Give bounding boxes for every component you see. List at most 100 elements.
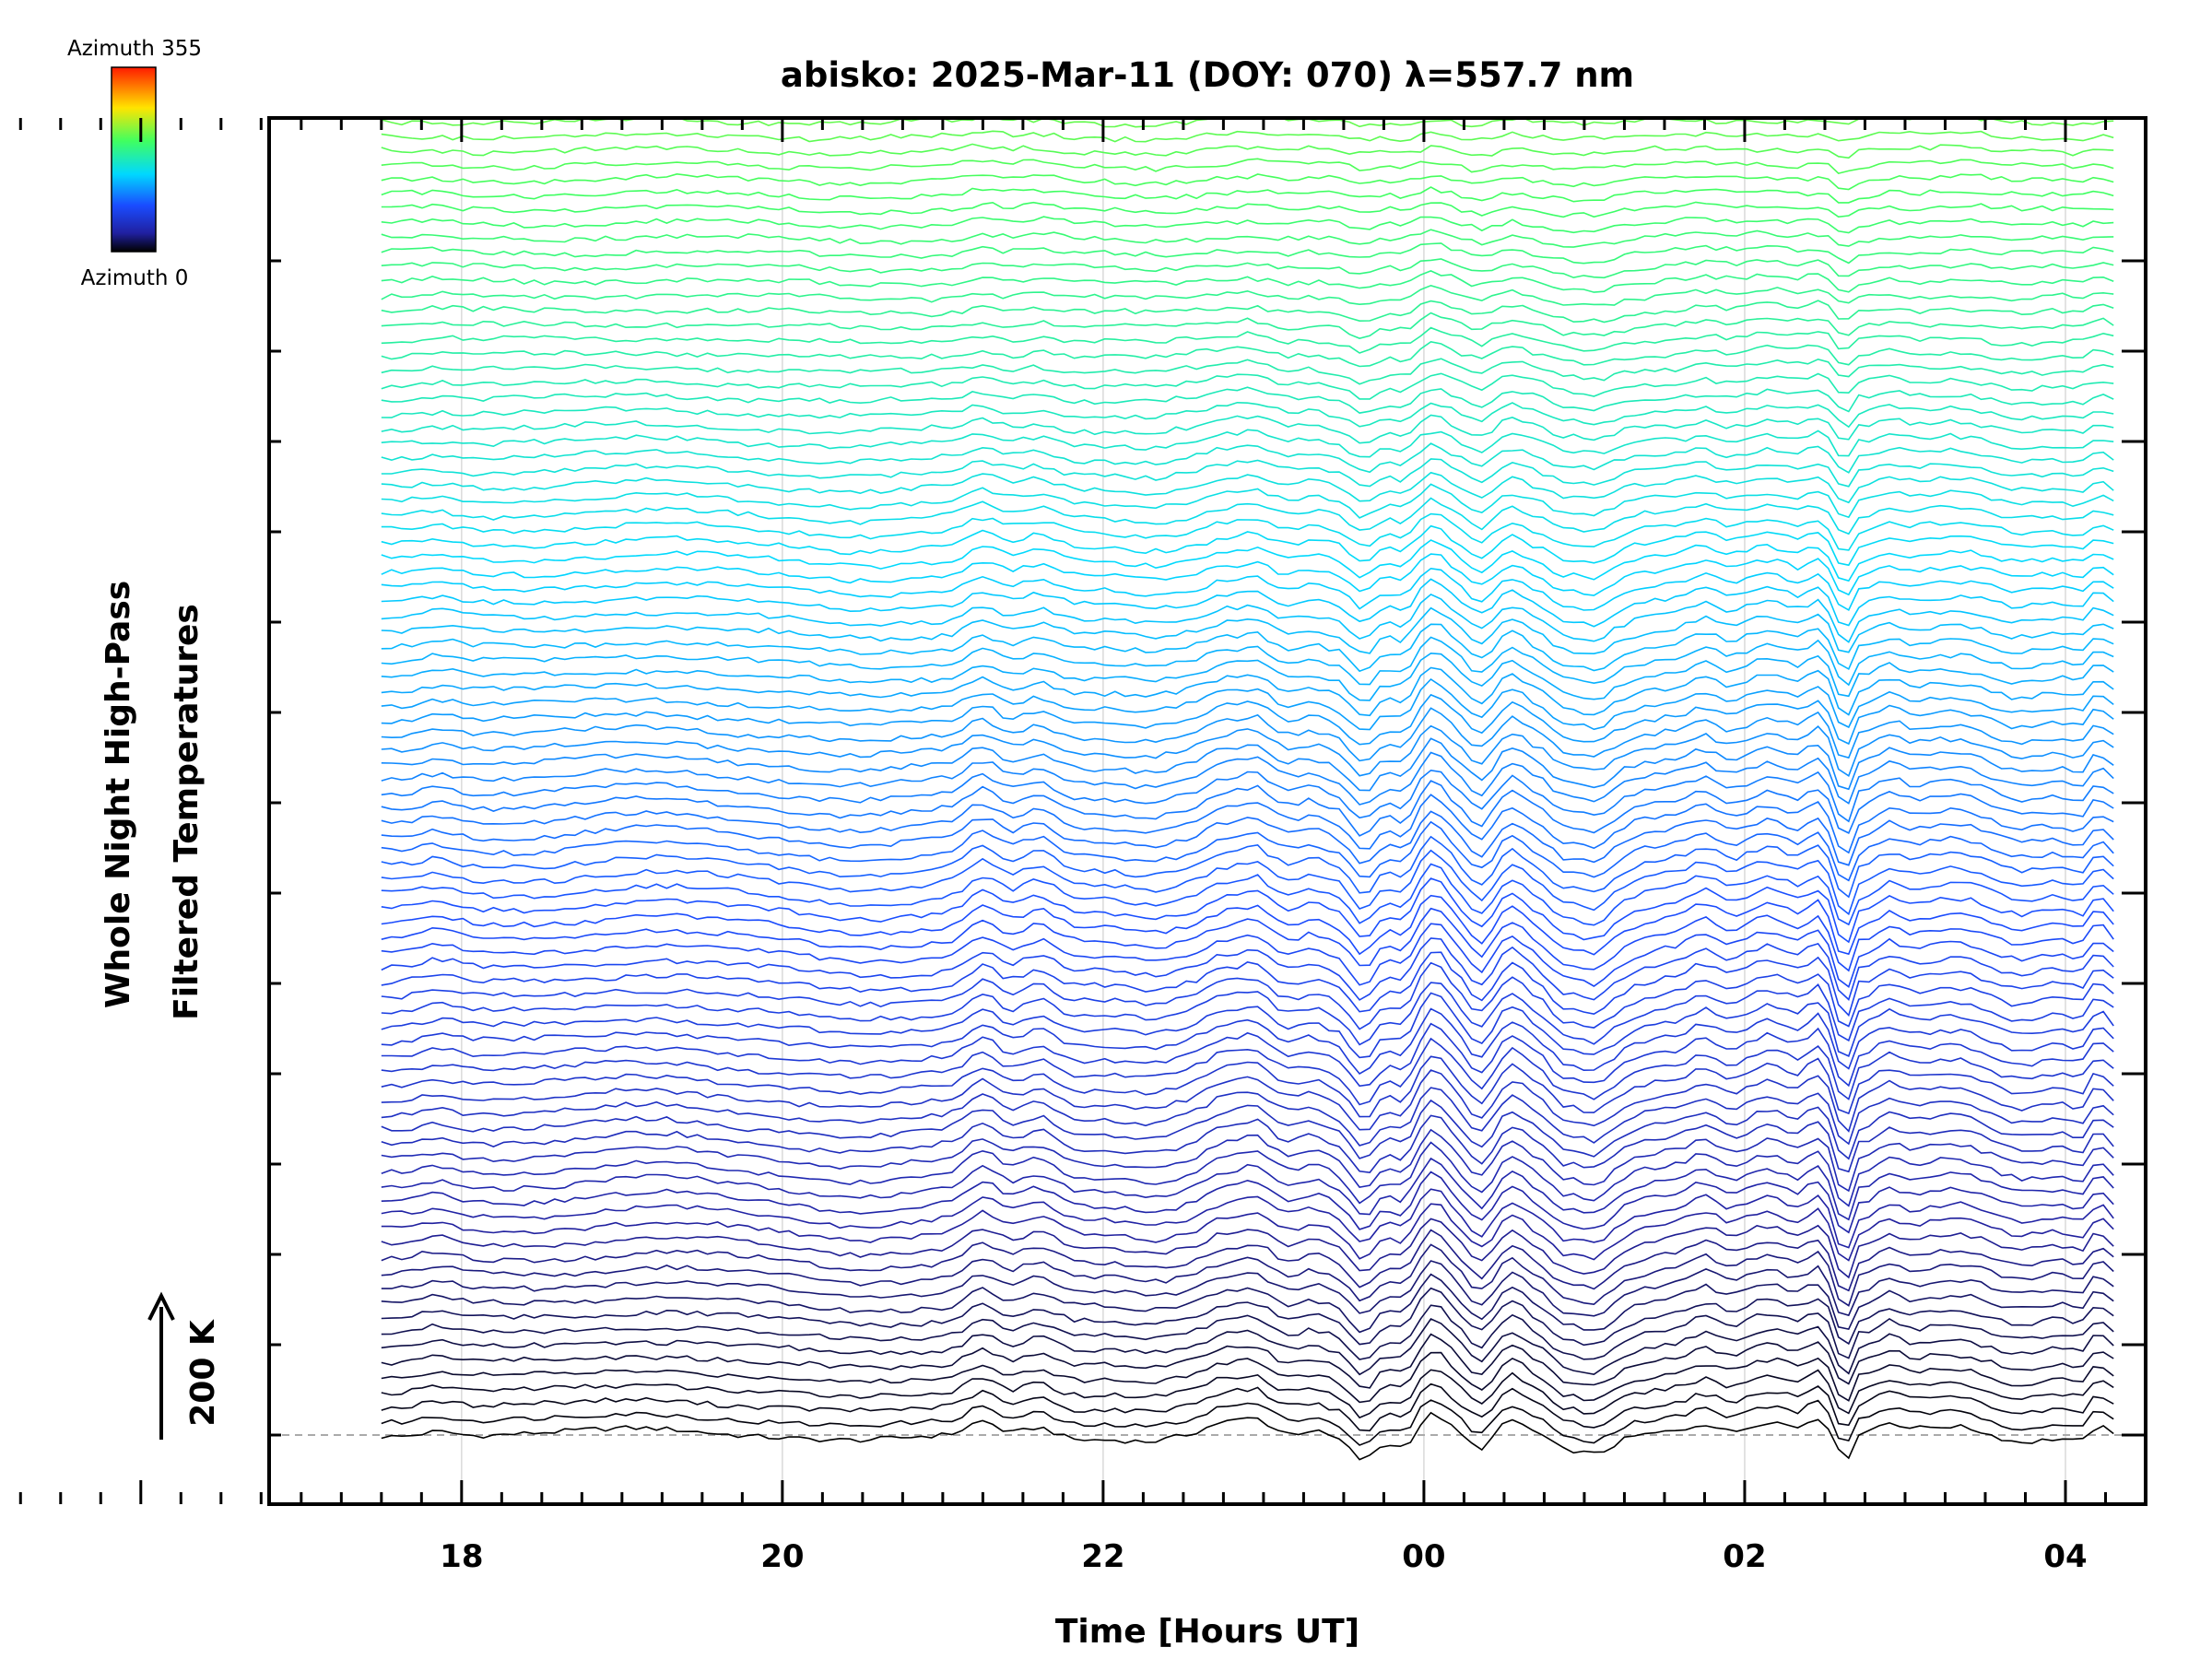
series-line-az-142.5 [381,578,2114,628]
series-line-az-125.0 [381,677,2114,731]
x-tick-label-22: 22 [1081,1538,1124,1575]
y-axis-label-line2: Filtered Temperatures [168,604,206,1020]
series-line-az-227.5 [382,101,2113,114]
series-line-az-200.0 [381,258,2114,279]
series-line-az-130.0 [381,652,2114,701]
series-line-az-90.0 [381,877,2114,944]
series-line-az-140.0 [381,593,2114,643]
series-line-az-220.0 [381,143,2114,159]
series-line-az-60.0 [381,1055,2114,1118]
series-line-az-17.5 [381,1304,2114,1360]
colorbar-gradient [111,66,157,253]
series-line-az-187.5 [381,326,2114,354]
x-tick-label-04: 04 [2043,1538,2087,1575]
scale-bar-arrow-head [147,1291,175,1321]
colorbar-bottom-label: Azimuth 0 [81,266,189,290]
series-line-az-67.5 [381,1007,2114,1076]
series-line-az-100.0 [381,820,2114,882]
series-line-az-207.5 [381,216,2114,234]
series-line-az-30.0 [381,1229,2114,1292]
series-line-az-105.0 [381,794,2114,854]
series-line-az-222.5 [381,130,2114,143]
series-line-az-205.0 [381,229,2114,248]
series-line-az-25.0 [381,1260,2114,1317]
series-line-az-182.5 [381,358,2114,385]
series-line-az-172.5 [381,414,2114,444]
series-line-az-20.0 [381,1287,2114,1347]
series-line-az-115.0 [381,737,2114,792]
series-line-az-80.0 [381,937,2114,1001]
series-line-az-97.5 [381,835,2114,899]
series-line-az-150.0 [381,539,2114,582]
series-line-az-132.5 [381,636,2114,687]
series-line-az-62.5 [381,1037,2114,1106]
series-line-az-137.5 [381,606,2114,655]
series-line-az-52.5 [381,1099,2114,1160]
series-line-az-87.5 [381,894,2114,956]
series-line-az-185.0 [381,340,2114,368]
series-line-az-27.5 [381,1243,2114,1307]
series-line-az-155.0 [381,512,2114,551]
series-line-az-95.0 [381,849,2114,916]
colorbar: Azimuth 355 Azimuth 0 [67,37,202,290]
series-line-az-117.5 [381,724,2114,778]
series-line-az-162.5 [381,471,2114,504]
series-line-az-2.5 [381,1399,2114,1446]
series-line-az-45.0 [381,1141,2114,1207]
series-line-az-210.0 [381,201,2114,218]
series-line-az-15.0 [381,1317,2114,1376]
series-line-az-82.5 [381,923,2114,989]
series-line-az-10.0 [381,1351,2114,1404]
vertical-gridlines [461,118,2066,1504]
series-line-az-175.0 [381,401,2114,429]
series-line-az-212.5 [381,186,2114,204]
x-tick-label-02: 02 [1723,1538,1766,1575]
series-line-az-215.0 [381,172,2114,191]
series-line-az-147.5 [381,553,2114,596]
series-line-az-102.5 [381,810,2114,866]
series-line-az-77.5 [381,951,2114,1018]
series-line-az-12.5 [381,1333,2114,1389]
series-line-az-192.5 [381,300,2114,324]
chart-title: abisko: 2025-Mar-11 (DOY: 070) λ=557.7 n… [781,55,1634,95]
x-tick-label-20: 20 [760,1538,804,1575]
scale-bar-label: 200 K [184,1319,222,1427]
series-line-az-70.0 [381,992,2114,1059]
series-line-az-72.5 [381,982,2114,1046]
series-line-az-202.5 [381,242,2114,265]
x-tick-label-00: 00 [1402,1538,1445,1575]
series-line-az-0.0 [381,1411,2114,1461]
series-line-az-135.0 [381,623,2114,673]
series-line-az-242.5 [382,14,2113,26]
series-line-az-160.0 [381,483,2114,519]
series-line-az-75.0 [381,961,2114,1030]
series-line-az-50.0 [381,1114,2114,1174]
series-line-az-37.5 [381,1188,2114,1249]
series-line-az-32.5 [381,1218,2114,1279]
series-line-az-35.0 [381,1203,2114,1262]
y-axis-label-line1: Whole Night High-Pass [100,581,137,1008]
axis-ticks [18,118,2146,1504]
series-line-az-165.0 [381,458,2114,488]
series-line-az-167.5 [381,442,2114,474]
scale-bar: 200 K [147,1291,222,1440]
series-line-az-22.5 [381,1273,2114,1334]
x-tick-labels: 18 20 22 00 02 04 [440,1538,2087,1575]
series-line-az-122.5 [381,693,2114,746]
series-line-az-40.0 [381,1171,2114,1234]
series-line-az-190.0 [381,312,2114,339]
plot-frame [267,116,2147,1506]
series-line-az-55.0 [381,1087,2114,1147]
x-tick-label-18: 18 [440,1538,483,1575]
series-line-az-65.0 [381,1022,2114,1088]
series-line-az-92.5 [381,863,2114,926]
series-line-az-157.5 [381,497,2114,535]
series-line-az-85.0 [381,907,2114,972]
series-line-az-120.0 [381,707,2114,762]
x-axis-label: Time [Hours UT] [1055,1613,1359,1651]
series-line-az-110.0 [381,769,2114,823]
series-line-az-217.5 [381,158,2114,174]
series-line-az-57.5 [381,1069,2114,1133]
series-line-az-240.0 [382,28,2113,41]
